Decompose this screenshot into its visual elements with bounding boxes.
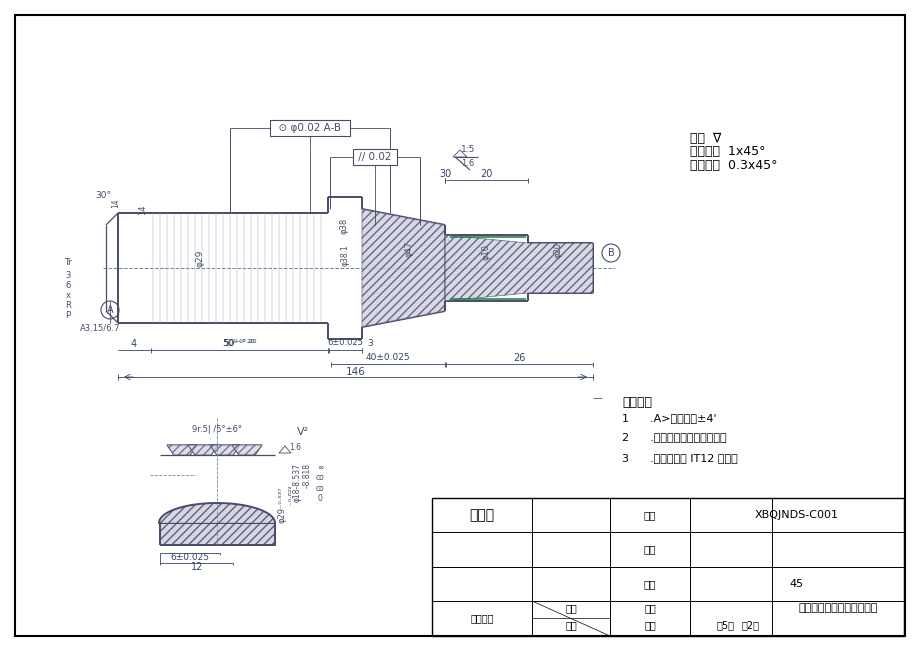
Text: φ20: φ20 xyxy=(553,242,562,258)
Text: 6: 6 xyxy=(65,281,71,290)
Bar xyxy=(432,498,903,636)
Text: // 0.02: // 0.02 xyxy=(355,152,394,162)
Text: A: A xyxy=(107,305,113,315)
Polygon shape xyxy=(159,503,275,523)
Text: 技术要求: 技术要求 xyxy=(621,396,652,408)
Text: 146: 146 xyxy=(346,367,365,377)
Polygon shape xyxy=(160,523,275,545)
Text: 日期: 日期 xyxy=(643,620,655,630)
Text: B: B xyxy=(607,248,614,258)
Text: 丝杆轴: 丝杆轴 xyxy=(469,508,494,522)
Text: φ38: φ38 xyxy=(339,218,348,234)
Text: 45: 45 xyxy=(789,579,803,589)
Text: 材料: 材料 xyxy=(643,579,655,589)
Text: Tr: Tr xyxy=(64,258,72,268)
Text: 数量: 数量 xyxy=(643,544,655,554)
Text: R: R xyxy=(65,301,71,311)
Text: 1      .A>锥角允差±4': 1 .A>锥角允差±4' xyxy=(621,413,716,423)
Text: 26: 26 xyxy=(512,353,525,363)
Text: 14: 14 xyxy=(111,198,120,208)
Text: 1.6: 1.6 xyxy=(289,443,301,452)
Polygon shape xyxy=(445,225,593,311)
Text: V²: V² xyxy=(297,427,309,437)
Text: XBQJNDS-C001: XBQJNDS-C001 xyxy=(754,510,838,520)
Text: 30: 30 xyxy=(438,169,450,179)
Text: 锣棱倒钝  0.3x45°: 锣棱倒钝 0.3x45° xyxy=(689,159,777,173)
Text: 未注倒角  1x45°: 未注倒角 1x45° xyxy=(689,146,765,158)
Text: x: x xyxy=(65,292,71,301)
Text: 2      .梯形螺纹中径用三针测量: 2 .梯形螺纹中径用三针测量 xyxy=(621,432,726,442)
Text: 6±0.025: 6±0.025 xyxy=(327,339,362,348)
Text: A3.15/6.7: A3.15/6.7 xyxy=(80,324,120,333)
Text: 1:5: 1:5 xyxy=(460,146,475,154)
Text: 其余  ∇: 其余 ∇ xyxy=(689,132,720,145)
Text: φ38.1: φ38.1 xyxy=(340,244,349,266)
Text: 第2页: 第2页 xyxy=(742,620,759,630)
Text: 校对: 校对 xyxy=(643,603,655,613)
Polygon shape xyxy=(361,209,445,327)
Text: φ29: φ29 xyxy=(196,249,204,267)
Text: 3: 3 xyxy=(65,271,71,281)
Text: 9r.5| /5°±6°: 9r.5| /5°±6° xyxy=(192,426,242,434)
Text: 50⁻⁰˙²⁰: 50⁻⁰˙²⁰ xyxy=(223,340,255,348)
Text: 14: 14 xyxy=(139,205,147,215)
Text: P: P xyxy=(65,311,71,320)
Text: φ18-8.537
     -8.818: φ18-8.537 -8.818 xyxy=(292,462,312,501)
Polygon shape xyxy=(210,445,240,455)
Text: 设计: 设计 xyxy=(564,603,576,613)
Text: 50⁰⁻°·²⁰: 50⁰⁻°·²⁰ xyxy=(222,340,256,348)
Text: φ10: φ10 xyxy=(481,244,490,260)
Text: 40±0.025: 40±0.025 xyxy=(365,353,410,363)
Text: 新北区五项技能大赛委员会: 新北区五项技能大赛委员会 xyxy=(798,603,877,613)
Text: 额定工时: 额定工时 xyxy=(470,613,494,623)
Text: 图号: 图号 xyxy=(643,510,655,520)
Text: φ29⁻⁰·⁵³⁷
       ⁻⁰·⁶²²: φ29⁻⁰·⁵³⁷ ⁻⁰·⁶²² xyxy=(277,486,296,524)
Text: 制图: 制图 xyxy=(564,620,576,630)
Text: 1.6: 1.6 xyxy=(460,159,474,169)
Text: 12: 12 xyxy=(190,562,203,572)
Text: 30°: 30° xyxy=(95,191,111,201)
Text: φ47: φ47 xyxy=(404,241,413,257)
Text: ∞
co
co
0: ∞ co co 0 xyxy=(315,463,324,503)
Text: 6±0.025: 6±0.025 xyxy=(170,553,210,562)
Polygon shape xyxy=(232,445,262,455)
Polygon shape xyxy=(167,445,197,455)
Text: ⊙ φ0.02 A-B: ⊙ φ0.02 A-B xyxy=(272,123,347,133)
Text: 4: 4 xyxy=(130,339,137,349)
Text: 3: 3 xyxy=(367,340,372,348)
Text: 3      .未注公差按 IT12 级加工: 3 .未注公差按 IT12 级加工 xyxy=(621,453,737,463)
Text: 20: 20 xyxy=(480,169,493,179)
Text: 共5页: 共5页 xyxy=(716,620,734,630)
Polygon shape xyxy=(187,445,218,455)
